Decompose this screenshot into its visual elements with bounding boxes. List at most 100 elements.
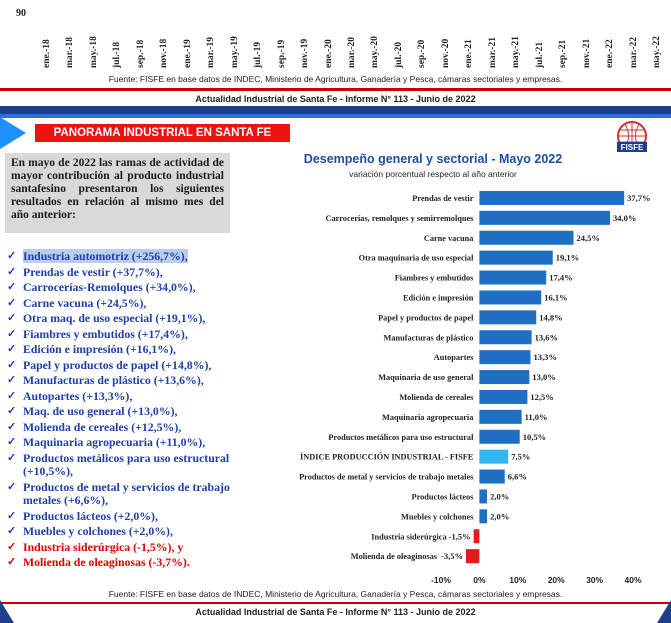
checkmark-icon: ✓ (7, 556, 17, 568)
source-note-bottom: Fuente: FISFE en base datos de INDEC, Mi… (108, 589, 563, 599)
sector-list-text: Productos metálicos para uso estructural… (23, 450, 230, 478)
report-footer-bottom: Actualidad Industrial de Santa Fe - Info… (195, 607, 476, 617)
sector-list-text: Productos lácteos (+2,0%), (23, 508, 158, 523)
sector-list-item: ✓ Productos de metal y servicios de traba… (5, 480, 235, 508)
month-tick-label: jul.-18 (112, 41, 123, 68)
chart-value-label: 13,6% (535, 332, 558, 342)
month-tick-label: mar.-21 (487, 36, 498, 68)
chart-bar (479, 330, 532, 345)
checkmark-icon: ✓ (7, 509, 17, 522)
sector-list-item: ✓ Molienda de cereales (+12,5%), (5, 420, 235, 435)
chart-value-label: 6,6% (508, 472, 527, 482)
month-tick-label: may.-18 (88, 36, 99, 68)
intro-paragraph: En mayo de 2022 las ramas de actividad d… (5, 153, 230, 233)
source-note-top: Fuente: FISFE en base datos de INDEC, Mi… (108, 74, 563, 84)
month-tick-label: mar.-19 (206, 36, 217, 68)
chart-value-label: 24,5% (576, 233, 599, 243)
chart-category-label: Industria siderúrgica (371, 532, 447, 541)
chart-category-label: Muebles y colchones (401, 512, 474, 521)
chart-bar (479, 449, 509, 464)
chart-category-label: Autopartes (434, 353, 474, 362)
chart-category-label: Maquinaria agropecuaria (382, 413, 474, 422)
chart-category-label: Prendas de vestir (412, 194, 473, 203)
sector-list-text: Maquinaria agropecuaria (+11,0%), (23, 435, 206, 449)
chart-tick-label: 30% (586, 575, 603, 585)
sector-list-text: Fiambres y embutidos (+17,4%), (23, 326, 188, 341)
sector-list-item: ✓ Maq. de uso general (+13,0%), (5, 404, 235, 419)
checkmark-icon: ✓ (7, 420, 17, 433)
chart-tick-label: 0% (473, 575, 486, 585)
checkmark-icon: ✓ (7, 327, 17, 340)
sector-list-item: ✓ Carne vacuna (+24,5%), (5, 296, 235, 311)
chart-value-label: -3,5% (441, 551, 463, 561)
report-footer-top: Actualidad Industrial de Santa Fe - Info… (195, 94, 476, 104)
chart-category-label: Edición e impresión (403, 293, 474, 302)
sector-list-text: Carrocerías-Remolques (+34,0%), (23, 280, 196, 294)
month-tick-label: jul.-20 (393, 41, 404, 68)
checkmark-icon: ✓ (7, 480, 17, 493)
checkmark-icon: ✓ (7, 343, 17, 355)
chart-category-label: Papel y productos de papel (378, 313, 474, 322)
month-tick-label: may.-22 (652, 36, 662, 68)
chart-category-label: ÍNDICE PRODUCCIÓN INDUSTRIAL - FISFE (300, 452, 474, 462)
month-tick-label: ene.-18 (42, 39, 52, 68)
chart-category-label: Productos lácteos (412, 492, 475, 501)
chart-value-label: 2,0% (490, 511, 509, 521)
chart-category-label: Carrocerías, remolques y semirremolques (325, 214, 474, 223)
checkmark-icon: ✓ (7, 250, 17, 262)
chart-bar (479, 429, 520, 444)
sector-list-item: ✓ Fiambres y embutidos (+17,4%), (5, 326, 235, 342)
chart-subtitle: variación porcentual respecto al año ant… (349, 169, 517, 179)
month-tick-label: nov.-20 (440, 38, 451, 68)
chart-value-label: 10,5% (523, 432, 546, 442)
sector-bar-chart: Prendas de vestir 37,7% Carrocerías, remol… (299, 190, 651, 585)
chart-category-label: Otra maquinaria de uso especial (359, 254, 474, 263)
divider-line (0, 88, 671, 91)
chart-category-label: Molienda de cereales (399, 393, 474, 402)
sector-list-item: ✓ Autopartes (+13,3%), (5, 388, 235, 404)
month-tick-label: jul.-19 (253, 41, 264, 68)
chart-bar (479, 350, 531, 365)
sector-list: ✓ Industria automotriz (+256,7%), ✓ Prendas… (5, 249, 235, 572)
chart-bar (479, 489, 488, 504)
checkmark-icon: ✓ (7, 405, 17, 417)
chart-bar (479, 389, 528, 404)
chart-bar (479, 250, 553, 265)
chart-value-label: 37,7% (627, 193, 650, 203)
sector-list-text: Industria automotriz (+256,7%), (23, 249, 188, 263)
month-tick-label: nov.-19 (300, 38, 311, 68)
month-tick-label: may.-21 (511, 36, 522, 68)
chart-bar (479, 370, 530, 385)
month-tick-label: ene.-19 (182, 39, 193, 68)
month-tick-label: sep.-18 (135, 39, 146, 68)
chart-tick-label: 10% (509, 575, 526, 585)
month-tick-label: jul.-21 (534, 41, 545, 68)
chart-bar (465, 549, 480, 564)
checkmark-icon: ✓ (7, 389, 17, 402)
chart-tick-label: 40% (624, 575, 641, 585)
sector-list-item: ✓ Prendas de vestir (+37,7%), (5, 265, 235, 280)
sector-list-item: ✓ Papel y productos de papel (+14,8%), (5, 357, 235, 373)
chart-value-label: 16,1% (544, 292, 567, 302)
sector-list-text: Edición e impresión (+16,1%), (23, 342, 176, 356)
sector-list-text: Autopartes (+13,3%), (23, 388, 133, 403)
chart-bar (479, 409, 522, 424)
sector-list-item: ✓ Industria siderúrgica (-1,5%), y (5, 540, 235, 555)
sector-list-text: Manufacturas de plástico (+13,6%), (23, 373, 204, 387)
sector-list-item: ✓ Molienda de oleaginosas (-3,7%). (5, 555, 235, 570)
chart-value-label: 17,4% (549, 273, 572, 283)
header-band (0, 106, 671, 114)
chart-bar (479, 469, 505, 484)
sector-list-item: ✓ Industria automotriz (+256,7%), (5, 249, 235, 264)
chart-bar (479, 509, 488, 524)
footer-corner-left (0, 600, 14, 623)
chart-category-label: Carne vacuna (424, 234, 474, 243)
chart-value-label: 2,0% (490, 491, 509, 501)
month-tick-label: may.-19 (229, 36, 240, 68)
month-tick-label: sep.-20 (417, 39, 428, 68)
section-title: PANORAMA INDUSTRIAL EN SANTA FE (35, 124, 290, 142)
month-tick-label: nov.-21 (581, 38, 592, 68)
sector-list-item: ✓ Manufacturas de plástico (+13,6%), (5, 373, 235, 388)
sector-list-text: Papel y productos de papel (+14,8%), (23, 357, 212, 372)
chart-value-label: 7,5% (511, 452, 530, 462)
